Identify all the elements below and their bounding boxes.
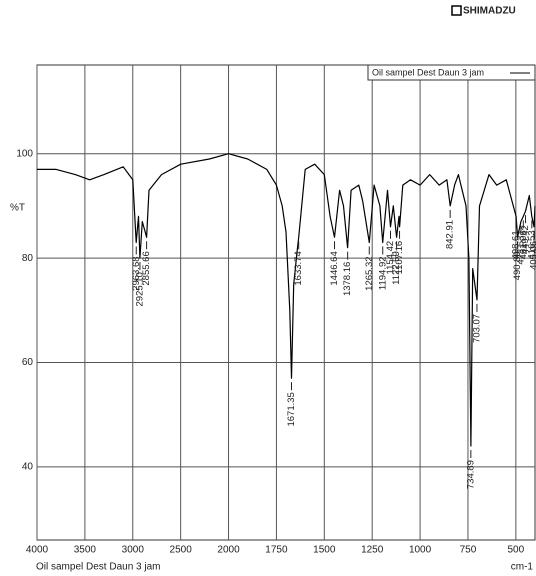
- peak-label: 498.61: [511, 230, 522, 259]
- peak-label: 734.89: [465, 460, 476, 489]
- peak-label: 405.06: [529, 241, 536, 270]
- x-tick-label: 1250: [361, 545, 384, 556]
- x-tick-label: 3500: [74, 545, 97, 556]
- peak-label: 1154.42: [385, 241, 396, 275]
- peak-label: 842.91: [445, 220, 456, 249]
- logo-icon: [451, 5, 462, 16]
- peak-label: 1671.35: [286, 392, 297, 426]
- x-tick-label: 2000: [217, 545, 240, 556]
- y-tick-label: 40: [22, 462, 34, 473]
- x-tick-label: 1750: [265, 545, 288, 556]
- x-axis-label: cm-1: [511, 562, 534, 573]
- y-tick-label: 80: [22, 253, 34, 264]
- peak-label: 449.42: [520, 225, 531, 254]
- y-tick-label: 100: [16, 148, 33, 159]
- y-axis-label: %T: [10, 203, 25, 214]
- x-tick-label: 1000: [409, 545, 432, 556]
- x-tick-label: 750: [460, 545, 477, 556]
- peak-label: 1446.64: [329, 251, 340, 285]
- peak-label: 2925.10: [134, 272, 145, 306]
- x-tick-label: 1500: [313, 545, 336, 556]
- peak-label: 703.07: [471, 314, 482, 343]
- spectrum-line: [37, 153, 536, 447]
- x-tick-label: 2500: [170, 545, 193, 556]
- x-tick-label: 4000: [26, 545, 49, 556]
- x-tick-label: 500: [508, 545, 525, 556]
- peak-label: 1378.16: [342, 262, 353, 296]
- peak-label: 1194.92: [377, 256, 388, 290]
- peak-label: 2855.66: [141, 251, 152, 285]
- x-tick-label: 3000: [122, 545, 145, 556]
- caption: Oil sampel Dest Daun 3 jam: [36, 562, 161, 573]
- peak-label: 1265.32: [364, 256, 375, 290]
- legend-label: Oil sampel Dest Daun 3 jam: [372, 67, 484, 77]
- legend-box: [367, 64, 536, 81]
- peak-label: 473.53: [515, 236, 526, 265]
- peak-label: 2963.68: [131, 256, 142, 290]
- peak-label: 1122.59: [391, 251, 402, 285]
- logo: SHIMADZU: [463, 6, 516, 17]
- peak-label: 1107.16: [394, 241, 405, 275]
- peak-label: 490.89: [512, 251, 523, 280]
- peak-label: 1633.74: [293, 251, 304, 285]
- plot-frame: [36, 64, 536, 541]
- y-tick-label: 60: [22, 357, 34, 368]
- peak-label: 461.06: [518, 230, 529, 259]
- peak-label: 416.53: [526, 230, 536, 259]
